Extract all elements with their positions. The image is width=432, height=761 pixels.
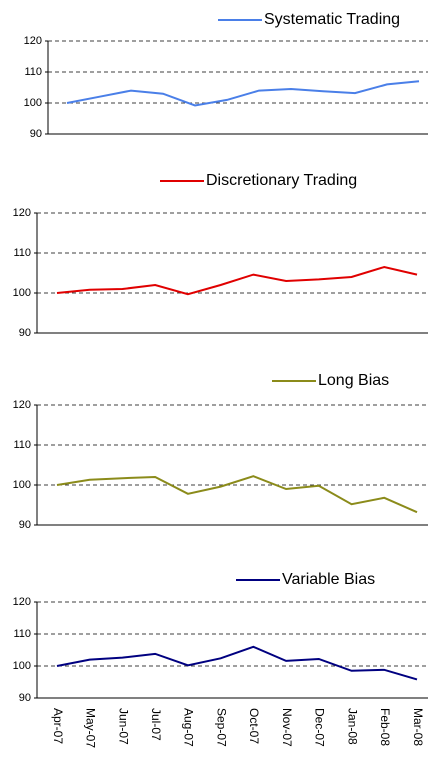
x-tick-label: Feb-08 xyxy=(378,708,392,746)
y-tick-label: 90 xyxy=(19,692,31,704)
x-tick-label: Jul-07 xyxy=(149,708,163,741)
y-tick-label: 110 xyxy=(24,66,42,78)
y-tick-label: 90 xyxy=(19,327,31,339)
x-tick-label: Aug-07 xyxy=(182,708,196,747)
x-tick-label: Dec-07 xyxy=(313,708,327,747)
legend-label: Long Bias xyxy=(318,372,389,389)
series-line xyxy=(56,265,418,296)
y-tick-label: 90 xyxy=(30,128,42,140)
y-tick-label: 120 xyxy=(13,399,31,411)
x-tick-label: Oct-07 xyxy=(247,708,261,744)
x-tick-label: Nov-07 xyxy=(280,708,294,747)
y-tick-label: 90 xyxy=(19,519,31,531)
y-tick-label: 110 xyxy=(13,439,31,451)
series-line xyxy=(66,80,420,107)
legend-label: Discretionary Trading xyxy=(206,172,357,189)
legend-label: Systematic Trading xyxy=(264,11,400,28)
y-tick-label: 120 xyxy=(24,35,42,47)
y-tick-label: 110 xyxy=(13,247,31,259)
y-tick-label: 120 xyxy=(13,207,31,219)
legend-label: Variable Bias xyxy=(282,571,375,588)
y-tick-label: 100 xyxy=(13,479,31,491)
x-tick-label: Mar-08 xyxy=(411,708,425,746)
x-tick-label: Sep-07 xyxy=(214,708,228,747)
y-tick-label: 100 xyxy=(24,97,42,109)
x-tick-label: Jan-08 xyxy=(345,708,359,745)
x-tick-label: Apr-07 xyxy=(51,708,65,744)
y-tick-label: 110 xyxy=(13,628,31,640)
y-tick-label: 100 xyxy=(13,287,31,299)
y-tick-label: 120 xyxy=(13,596,31,608)
x-tick-label: May-07 xyxy=(84,708,98,748)
x-tick-label: Jun-07 xyxy=(116,708,130,745)
series-line xyxy=(56,475,418,514)
y-tick-label: 100 xyxy=(13,660,31,672)
series-line xyxy=(56,645,418,681)
